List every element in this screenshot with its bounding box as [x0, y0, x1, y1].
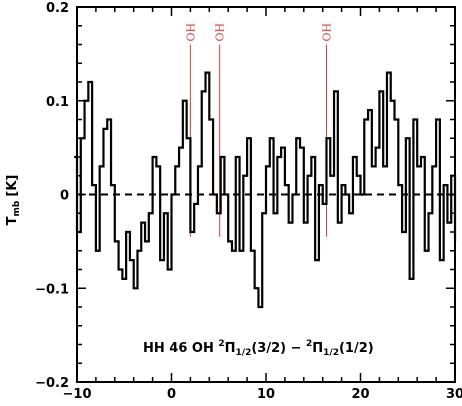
tick-labels: −10 0 10 20 30 −0.2 −0.1 0 0.1 0.2 — [35, 1, 462, 402]
spectrum-trace — [74, 71, 457, 309]
y-axis-title: Tmb [K] — [5, 175, 22, 226]
x-tick-label: 0 — [167, 387, 176, 402]
annotation-mid: (3/2) − — [251, 341, 306, 356]
y-axis-title-unit: [K] — [5, 175, 20, 197]
oh-line-label: OH — [214, 23, 227, 42]
annotation-sup2: 2 — [306, 339, 312, 349]
y-tick-label: −0.1 — [35, 282, 69, 297]
y-axis-title-sub: mb — [12, 200, 22, 216]
plot-frame — [76, 6, 456, 383]
annotation-suffix: (1/2) — [339, 341, 374, 356]
y-tick-label: 0.1 — [46, 95, 69, 110]
oh-line-markers: OH OH OH — [184, 23, 333, 237]
spectrum-annotation: HH 46 OH 2Π1/2(3/2) − 2Π1/2(1/2) — [143, 339, 374, 358]
oh-line-label: OH — [320, 23, 333, 42]
annotation-sub1: 1/2 — [236, 348, 252, 358]
annotation-sub2: 1/2 — [323, 348, 339, 358]
x-tick-label: 20 — [351, 387, 369, 402]
svg-text:Tmb[K]: Tmb [K] — [5, 175, 22, 226]
x-tick-label: 10 — [257, 387, 275, 402]
x-tick-label: 30 — [446, 387, 462, 402]
x-tick-label: −10 — [63, 387, 92, 402]
y-tick-label: 0 — [60, 189, 69, 204]
annotation-prefix: HH 46 OH — [143, 341, 218, 356]
annotation-pi1: Π — [225, 341, 236, 356]
y-tick-label: 0.2 — [46, 1, 69, 16]
y-tick-label: −0.2 — [35, 376, 69, 391]
y-axis-title-main: T — [5, 216, 20, 225]
annotation-pi2: Π — [312, 341, 323, 356]
oh-line-label: OH — [184, 23, 197, 42]
annotation-sup1: 2 — [218, 339, 224, 349]
